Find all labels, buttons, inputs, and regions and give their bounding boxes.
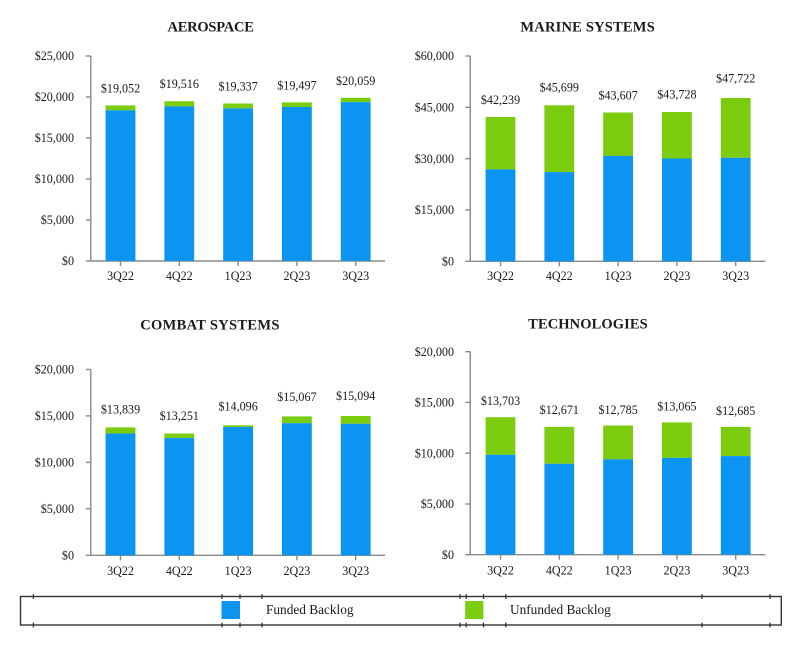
svg-text:3Q22: 3Q22 [107, 564, 134, 578]
svg-text:$30,000: $30,000 [415, 152, 454, 166]
svg-text:$10,000: $10,000 [35, 172, 74, 186]
svg-text:3Q22: 3Q22 [487, 564, 514, 578]
svg-text:$5,000: $5,000 [41, 502, 74, 516]
svg-text:COMBAT SYSTEMS: COMBAT SYSTEMS [140, 317, 279, 333]
svg-text:1Q23: 1Q23 [605, 564, 632, 578]
svg-text:$60,000: $60,000 [415, 49, 454, 63]
svg-text:3Q23: 3Q23 [342, 269, 369, 283]
svg-text:$43,607: $43,607 [598, 88, 637, 102]
svg-text:3Q23: 3Q23 [722, 564, 749, 578]
svg-text:$47,722: $47,722 [716, 72, 755, 86]
svg-text:$5,000: $5,000 [421, 497, 454, 511]
svg-text:$15,000: $15,000 [415, 203, 454, 217]
svg-text:$15,000: $15,000 [35, 409, 74, 423]
svg-text:$42,239: $42,239 [481, 93, 520, 107]
svg-text:1Q23: 1Q23 [605, 269, 632, 283]
svg-text:$0: $0 [62, 549, 74, 563]
svg-text:$20,000: $20,000 [415, 345, 454, 359]
svg-text:$20,000: $20,000 [35, 90, 74, 104]
svg-text:4Q22: 4Q22 [546, 269, 573, 283]
svg-text:4Q22: 4Q22 [546, 564, 573, 578]
svg-text:3Q22: 3Q22 [487, 269, 514, 283]
svg-text:$13,065: $13,065 [657, 399, 696, 413]
svg-text:$43,728: $43,728 [657, 88, 696, 102]
svg-text:$5,000: $5,000 [41, 213, 74, 227]
svg-text:$0: $0 [442, 255, 454, 269]
svg-text:1Q23: 1Q23 [225, 269, 252, 283]
svg-text:$19,516: $19,516 [160, 77, 199, 91]
svg-text:$19,497: $19,497 [277, 78, 316, 92]
svg-text:1Q23: 1Q23 [225, 564, 252, 578]
svg-text:$10,000: $10,000 [35, 456, 74, 470]
svg-text:$12,785: $12,785 [598, 403, 637, 417]
svg-text:Funded Backlog: Funded Backlog [266, 602, 354, 617]
svg-text:$0: $0 [62, 254, 74, 268]
svg-text:$45,000: $45,000 [415, 101, 454, 115]
svg-text:2Q23: 2Q23 [283, 269, 310, 283]
svg-text:$10,000: $10,000 [415, 446, 454, 460]
svg-text:$13,251: $13,251 [160, 409, 199, 423]
svg-text:$45,699: $45,699 [540, 81, 579, 95]
svg-text:$12,671: $12,671 [540, 403, 579, 417]
svg-text:TECHNOLOGIES: TECHNOLOGIES [528, 317, 648, 333]
svg-text:3Q23: 3Q23 [342, 564, 369, 578]
svg-text:4Q22: 4Q22 [166, 269, 193, 283]
svg-text:$15,000: $15,000 [35, 131, 74, 145]
svg-text:2Q23: 2Q23 [663, 564, 690, 578]
svg-text:$12,685: $12,685 [716, 404, 755, 418]
svg-text:$14,096: $14,096 [218, 400, 257, 414]
svg-text:$20,059: $20,059 [336, 74, 375, 88]
svg-text:$19,337: $19,337 [218, 80, 257, 94]
svg-text:4Q22: 4Q22 [166, 564, 193, 578]
svg-text:MARINE SYSTEMS: MARINE SYSTEMS [520, 20, 655, 36]
svg-text:$19,052: $19,052 [101, 81, 140, 95]
svg-text:2Q23: 2Q23 [663, 269, 690, 283]
svg-text:AEROSPACE: AEROSPACE [168, 20, 254, 36]
svg-text:$20,000: $20,000 [35, 363, 74, 377]
svg-text:$15,067: $15,067 [277, 390, 316, 404]
svg-text:Unfunded Backlog: Unfunded Backlog [510, 602, 611, 617]
svg-text:$25,000: $25,000 [35, 49, 74, 63]
svg-text:3Q23: 3Q23 [722, 269, 749, 283]
svg-text:2Q23: 2Q23 [283, 564, 310, 578]
svg-text:$0: $0 [442, 548, 454, 562]
svg-text:$13,839: $13,839 [101, 403, 140, 417]
svg-text:$13,703: $13,703 [481, 394, 520, 408]
svg-text:$15,094: $15,094 [336, 389, 375, 403]
svg-text:$15,000: $15,000 [415, 396, 454, 410]
svg-text:3Q22: 3Q22 [107, 269, 134, 283]
